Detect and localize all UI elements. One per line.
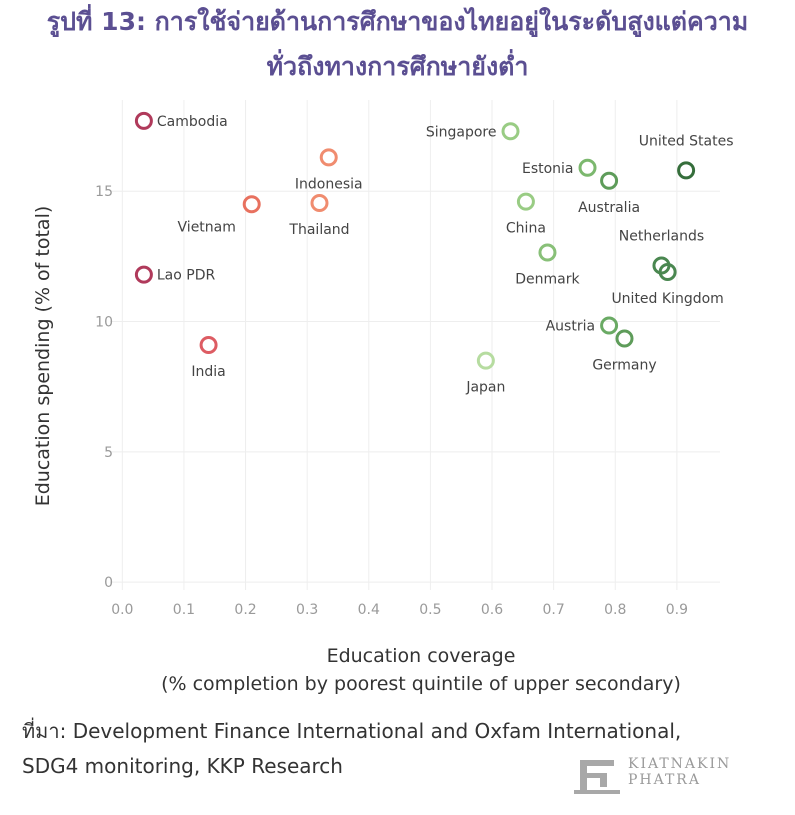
point-label-cambodia: Cambodia: [157, 114, 228, 130]
point-indonesia: [319, 148, 338, 167]
source-line2: SDG4 monitoring, KKP Research: [22, 754, 343, 778]
point-germany: [615, 329, 634, 348]
chart-title-line2: ทั่วถึงทางการศึกษายังต่ำ: [266, 52, 529, 81]
point-thailand: [310, 193, 329, 212]
x-tick-label: 0.4: [358, 602, 380, 618]
x-tick-label: 0.7: [543, 602, 565, 618]
point-cambodia: [134, 111, 153, 130]
point-label-vietnam: Vietnam: [178, 219, 236, 235]
point-label-netherlands: Netherlands: [619, 229, 704, 245]
point-label-australia: Australia: [578, 200, 640, 216]
point-label-indonesia: Indonesia: [295, 176, 363, 192]
logo-text-line2: PHATRA: [628, 772, 701, 788]
point-label-india: India: [191, 364, 225, 380]
y-tick-label: 0: [104, 575, 113, 591]
x-axis-title-line2: (% completion by poorest quintile of upp…: [161, 673, 681, 695]
point-label-austria: Austria: [546, 318, 595, 334]
data-points: Cambodia Lao PDR India Vietnam Thailand Indon…: [134, 111, 734, 396]
point-india: [199, 336, 218, 354]
y-tick-label: 5: [104, 445, 113, 461]
point-lao-pdr: [134, 265, 153, 284]
grid-lines: [110, 100, 720, 590]
x-tick-label: 0.2: [234, 602, 256, 618]
point-label-united-kingdom: United Kingdom: [611, 291, 723, 307]
point-china: [516, 192, 535, 211]
logo-text-line1: KIATNAKIN: [628, 756, 732, 772]
point-label-lao-pdr: Lao PDR: [157, 268, 216, 284]
point-label-united-states: United States: [639, 133, 734, 149]
point-japan: [476, 351, 495, 370]
x-tick-labels: 0.0 0.1 0.2 0.3 0.4 0.5 0.6 0.7 0.8 0.9: [111, 602, 688, 618]
point-australia: [600, 171, 619, 190]
point-label-china: China: [506, 221, 546, 237]
chart-title-line1: รูปที่ 13: การใช้จ่ายด้านการศึกษาของไทยอ…: [46, 7, 749, 36]
y-tick-label: 10: [95, 315, 113, 331]
kkp-logo-icon: [574, 760, 620, 794]
point-vietnam: [242, 195, 261, 214]
x-axis-title-line1: Education coverage: [327, 645, 516, 667]
point-estonia: [578, 158, 597, 177]
point-denmark: [538, 243, 557, 262]
point-united-kingdom: [658, 263, 677, 282]
point-united-states: [677, 161, 696, 180]
point-label-japan: Japan: [465, 380, 505, 396]
point-label-estonia: Estonia: [522, 161, 574, 177]
x-tick-label: 0.9: [666, 602, 688, 618]
point-austria: [600, 316, 619, 335]
x-tick-label: 0.6: [481, 602, 503, 618]
point-label-germany: Germany: [592, 357, 656, 373]
point-label-singapore: Singapore: [426, 124, 497, 140]
source-line1: ที่มา: Development Finance International…: [22, 719, 682, 743]
point-singapore: [501, 122, 520, 141]
x-tick-label: 0.0: [111, 602, 133, 618]
x-tick-label: 0.5: [419, 602, 441, 618]
y-tick-labels: 0 5 10 15: [95, 184, 113, 591]
y-axis-title: Education spending (% of total): [32, 206, 54, 507]
kkp-logo: KIATNAKIN PHATRA: [574, 756, 754, 796]
point-label-denmark: Denmark: [515, 271, 580, 287]
point-label-thailand: Thailand: [288, 222, 349, 238]
x-tick-label: 0.3: [296, 602, 318, 618]
y-tick-label: 15: [95, 184, 113, 200]
x-tick-label: 0.1: [173, 602, 195, 618]
x-tick-label: 0.8: [604, 602, 626, 618]
